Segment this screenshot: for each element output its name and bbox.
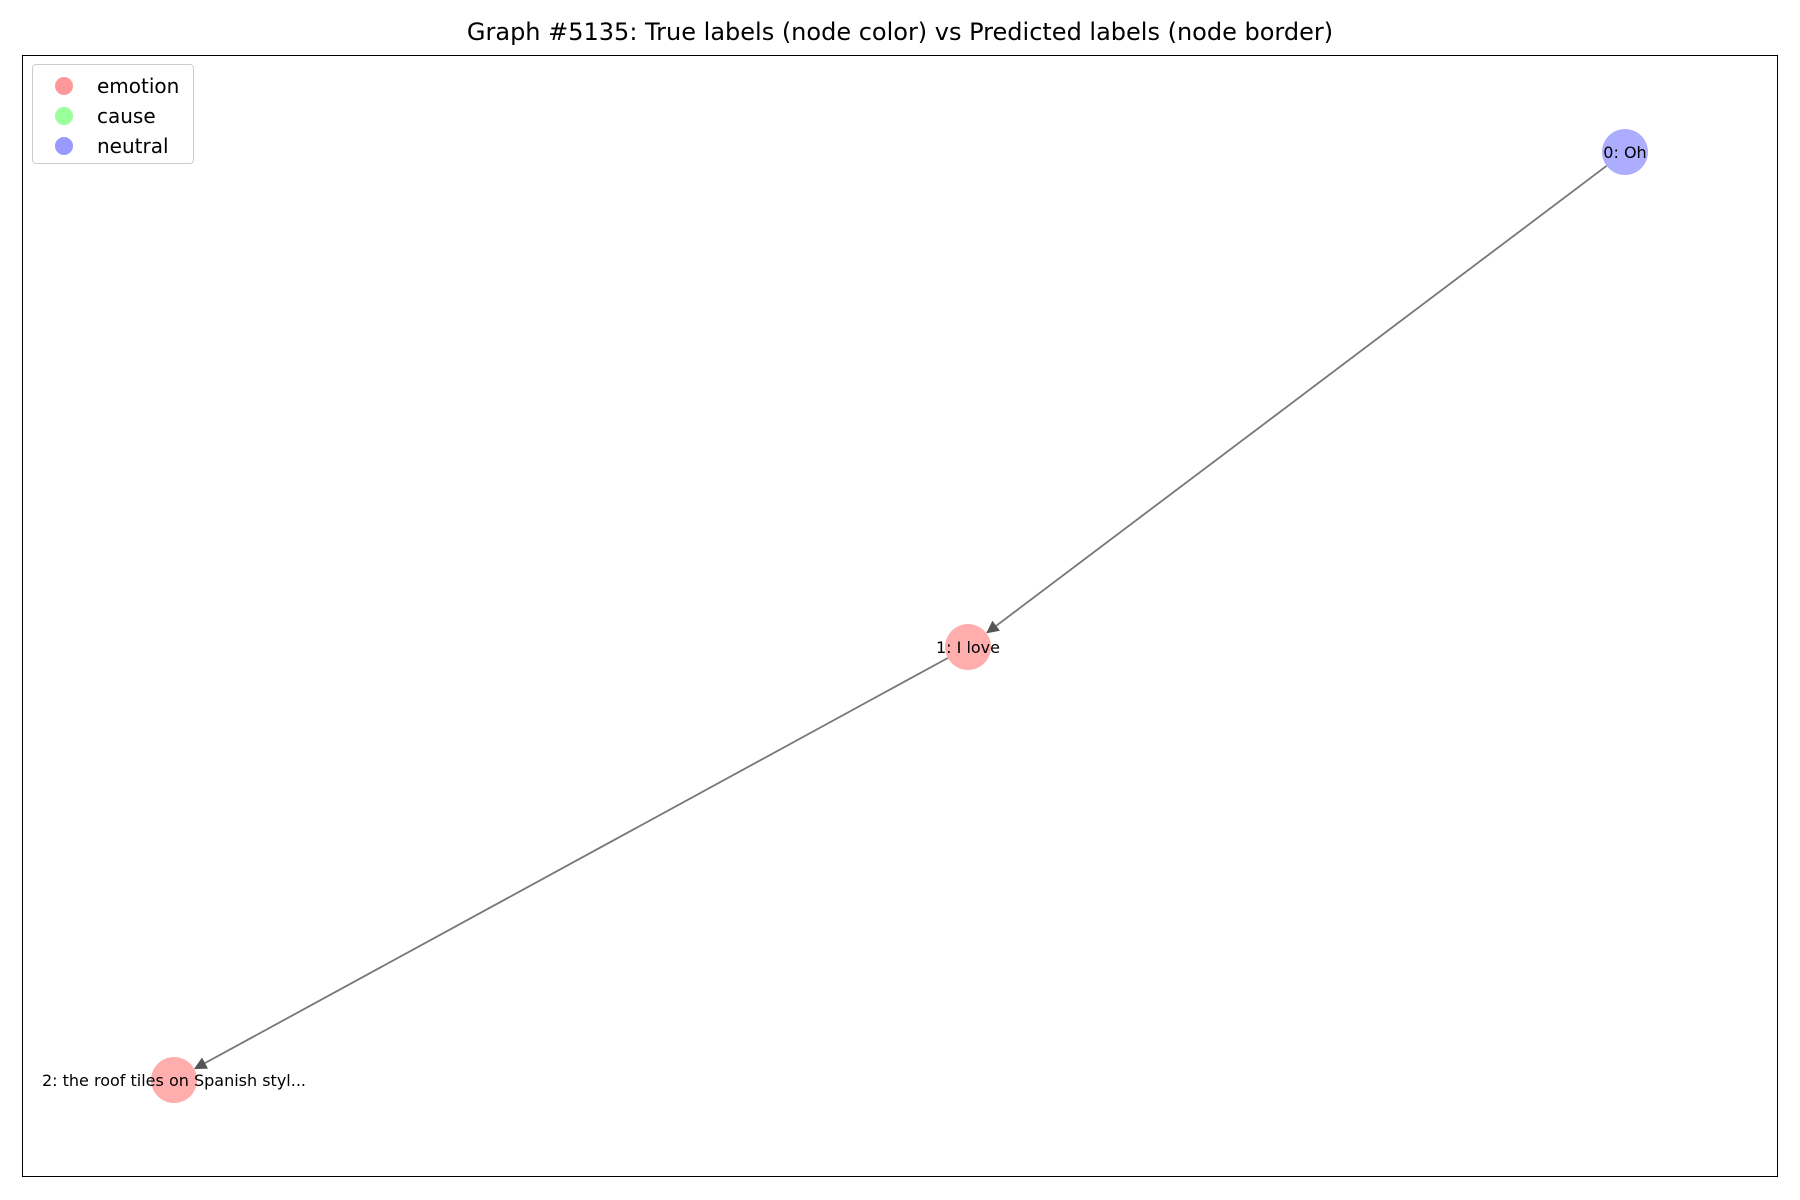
node-circle bbox=[945, 624, 991, 670]
legend-label: neutral bbox=[97, 134, 169, 158]
graph-node-0: 0: Oh bbox=[1602, 129, 1648, 175]
node-label: 0: Oh bbox=[1603, 143, 1646, 162]
node-circle bbox=[1602, 129, 1648, 175]
chart-title: Graph #5135: True labels (node color) vs… bbox=[466, 18, 1334, 46]
legend-item-emotion: emotion bbox=[43, 71, 183, 101]
plot-frame bbox=[22, 55, 1778, 1177]
legend: emotion cause neutral bbox=[32, 64, 194, 164]
graph-node-1: 1: I love bbox=[936, 624, 1000, 670]
legend-item-neutral: neutral bbox=[43, 131, 183, 161]
legend-item-cause: cause bbox=[43, 101, 183, 131]
node-label: 1: I love bbox=[936, 638, 1000, 657]
legend-label: emotion bbox=[97, 74, 180, 98]
emotion-dot-icon bbox=[55, 77, 73, 95]
edge-1-2 bbox=[193, 657, 949, 1070]
neutral-dot-icon bbox=[55, 137, 73, 155]
node-label: 2: the roof tiles on Spanish styl... bbox=[42, 1071, 306, 1090]
node-circle bbox=[151, 1057, 197, 1103]
cause-dot-icon bbox=[55, 107, 73, 125]
legend-label: cause bbox=[97, 104, 156, 128]
edge-0-1 bbox=[986, 165, 1608, 634]
graph-node-2: 2: the roof tiles on Spanish styl... bbox=[42, 1057, 306, 1103]
